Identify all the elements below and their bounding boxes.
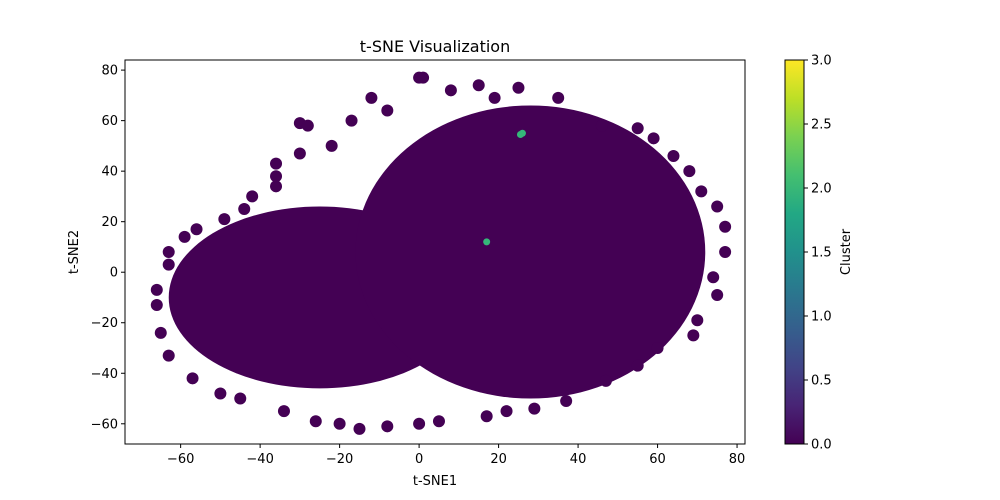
colorbar-tick-label: 2.5 bbox=[811, 118, 832, 133]
colorbar-tick-label: 1.5 bbox=[811, 246, 832, 261]
scatter-point-38 bbox=[186, 372, 199, 385]
cluster-region-1 bbox=[355, 105, 706, 399]
x-tick-label: 40 bbox=[570, 452, 587, 467]
scatter-point-22 bbox=[651, 342, 664, 354]
x-tick-label: −40 bbox=[246, 452, 273, 467]
scatter-point-34 bbox=[309, 415, 322, 428]
scatter-point-27 bbox=[500, 405, 513, 418]
colorbar bbox=[785, 60, 804, 444]
scatter-point-55 bbox=[345, 114, 358, 127]
scatter-point-26 bbox=[528, 402, 541, 415]
x-tick-label: −60 bbox=[167, 452, 194, 467]
scatter-point-35 bbox=[277, 405, 290, 418]
scatter-point-23 bbox=[631, 359, 644, 372]
scatter-point-56 bbox=[381, 104, 394, 117]
colorbar-tick-label: 0.0 bbox=[811, 438, 832, 453]
scatter-point-29 bbox=[432, 415, 445, 428]
scatter-point-6 bbox=[552, 91, 565, 104]
y-tick-label: −20 bbox=[91, 316, 118, 331]
scatter-point-2 bbox=[472, 79, 485, 92]
scatter-point-30 bbox=[413, 417, 426, 430]
scatter-point-10 bbox=[631, 122, 644, 135]
colorbar-label: Cluster bbox=[839, 228, 854, 275]
scatter-point-33 bbox=[333, 417, 346, 430]
scatter-point-42 bbox=[150, 283, 163, 296]
scatter-point-37 bbox=[214, 387, 227, 400]
scatter-point-1 bbox=[417, 71, 430, 84]
y-tick-label: 60 bbox=[101, 114, 118, 129]
y-axis-ticks: −60 −40 −20 0 20 40 60 80 bbox=[91, 64, 125, 432]
scatter-point-39 bbox=[162, 349, 175, 362]
colorbar-tick-label: 0.5 bbox=[811, 374, 832, 389]
scatter-point-43 bbox=[162, 258, 175, 271]
scatter-point-14 bbox=[695, 185, 708, 198]
colorbar-tick-label: 1.0 bbox=[811, 310, 832, 325]
x-tick-label: 80 bbox=[729, 452, 746, 467]
scatter-point-60 bbox=[483, 238, 491, 246]
scatter-point-40 bbox=[154, 326, 167, 339]
scatter-point-44 bbox=[162, 246, 175, 258]
scatter-point-47 bbox=[218, 213, 231, 226]
scatter-point-32 bbox=[353, 422, 366, 435]
y-tick-label: 80 bbox=[101, 64, 118, 79]
scatter-point-17 bbox=[719, 246, 732, 258]
cluster-regions bbox=[168, 105, 706, 399]
colorbar-tick-label: 2.0 bbox=[811, 182, 832, 197]
scatter-points bbox=[150, 71, 732, 435]
plot-frame bbox=[124, 59, 746, 445]
scatter-point-16 bbox=[719, 220, 732, 233]
scatter-point-51 bbox=[270, 170, 283, 183]
scatter-point-11 bbox=[647, 132, 660, 145]
y-tick-label: −40 bbox=[91, 367, 118, 382]
scatter-point-8 bbox=[301, 119, 314, 132]
scatter-point-21 bbox=[687, 329, 700, 342]
scatter-point-15 bbox=[711, 200, 724, 213]
y-tick-label: 20 bbox=[101, 215, 118, 230]
x-tick-label: −20 bbox=[326, 452, 353, 467]
colorbar-tick-label: 3.0 bbox=[811, 54, 832, 69]
scatter-point-18 bbox=[707, 271, 720, 284]
scatter-point-41 bbox=[150, 299, 163, 312]
y-tick-label: 40 bbox=[101, 165, 118, 180]
scatter-point-25 bbox=[560, 395, 573, 408]
scatter-point-45 bbox=[178, 230, 191, 243]
x-tick-label: 20 bbox=[490, 452, 507, 467]
scatter-point-49 bbox=[246, 190, 259, 203]
scatter-point-31 bbox=[381, 420, 394, 433]
chart-title: t-SNE Visualization bbox=[360, 37, 510, 56]
scatter-point-50 bbox=[270, 180, 283, 193]
scatter-point-24 bbox=[599, 374, 612, 387]
scatter-point-53 bbox=[293, 147, 306, 160]
x-tick-label: 0 bbox=[415, 452, 423, 467]
scatter-point-20 bbox=[691, 314, 704, 327]
scatter-point-28 bbox=[480, 410, 493, 423]
scatter-point-54 bbox=[325, 139, 338, 152]
scatter-point-12 bbox=[667, 150, 680, 162]
x-axis-label: t-SNE1 bbox=[413, 474, 457, 489]
y-tick-label: −60 bbox=[91, 417, 118, 432]
scatter-point-9 bbox=[595, 119, 608, 132]
scatter-point-52 bbox=[270, 157, 283, 170]
x-tick-label: 60 bbox=[649, 452, 666, 467]
scatter-point-36 bbox=[234, 392, 247, 405]
y-tick-label: 0 bbox=[110, 266, 118, 281]
scatter-point-13 bbox=[683, 165, 696, 178]
scatter-point-19 bbox=[711, 288, 724, 301]
scatter-point-46 bbox=[190, 223, 203, 236]
scatter-point-57 bbox=[488, 91, 501, 104]
y-axis-label: t-SNE2 bbox=[67, 230, 82, 274]
scatter-point-4 bbox=[444, 84, 457, 97]
scatter-point-48 bbox=[238, 203, 251, 216]
scatter-point-59 bbox=[516, 131, 524, 139]
scatter-point-5 bbox=[365, 91, 378, 104]
scatter-point-3 bbox=[512, 81, 525, 94]
x-axis-ticks: −60 −40 −20 0 20 40 60 80 bbox=[167, 444, 745, 467]
colorbar-ticks: 0.0 0.5 1.0 1.5 2.0 2.5 3.0 bbox=[804, 54, 832, 453]
